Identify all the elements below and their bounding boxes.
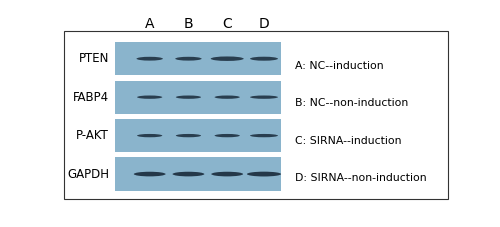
FancyBboxPatch shape — [115, 81, 282, 114]
Ellipse shape — [210, 57, 244, 61]
Ellipse shape — [214, 96, 240, 99]
FancyBboxPatch shape — [115, 42, 282, 75]
Ellipse shape — [137, 134, 162, 137]
Ellipse shape — [176, 134, 201, 137]
Ellipse shape — [176, 57, 202, 61]
Text: D: D — [258, 17, 270, 31]
Text: D: SIRNA--non-induction: D: SIRNA--non-induction — [295, 173, 426, 183]
Ellipse shape — [176, 96, 201, 99]
Text: C: C — [222, 17, 232, 31]
FancyBboxPatch shape — [115, 158, 282, 191]
Ellipse shape — [250, 96, 278, 99]
Ellipse shape — [247, 172, 281, 176]
Text: B: NC--non-induction: B: NC--non-induction — [295, 98, 408, 108]
Ellipse shape — [137, 96, 162, 99]
Ellipse shape — [134, 172, 166, 176]
Text: B: B — [184, 17, 193, 31]
Ellipse shape — [172, 172, 204, 176]
Text: A: A — [145, 17, 154, 31]
Text: P-AKT: P-AKT — [76, 129, 109, 142]
Ellipse shape — [250, 134, 278, 137]
Text: FABP4: FABP4 — [73, 91, 109, 104]
Text: A: NC--induction: A: NC--induction — [295, 61, 384, 71]
Ellipse shape — [214, 134, 240, 137]
FancyBboxPatch shape — [115, 119, 282, 152]
Text: C: SIRNA--induction: C: SIRNA--induction — [295, 136, 402, 146]
Ellipse shape — [212, 172, 243, 176]
Ellipse shape — [136, 57, 163, 61]
Text: GAPDH: GAPDH — [67, 168, 109, 180]
Ellipse shape — [250, 57, 278, 61]
Text: PTEN: PTEN — [78, 52, 109, 65]
